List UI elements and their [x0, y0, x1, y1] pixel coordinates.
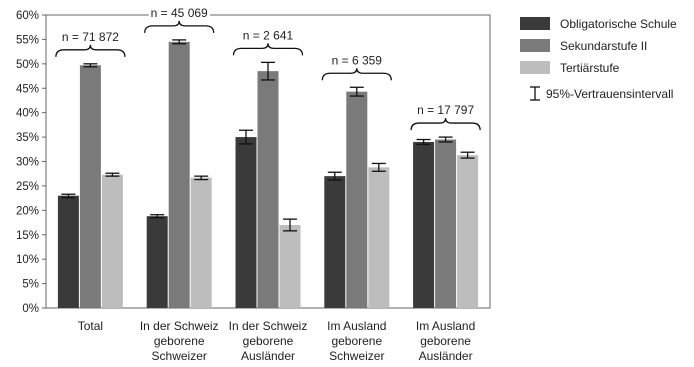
n-label: n = 6 359 — [332, 53, 383, 67]
n-label-background — [240, 28, 296, 43]
bar — [235, 137, 257, 308]
y-tick-label: 20% — [16, 205, 39, 217]
bar — [435, 139, 457, 308]
bar — [101, 174, 123, 308]
n-label: n = 71 872 — [62, 30, 119, 44]
x-category-label: Ausländer — [241, 349, 295, 363]
n-brace — [321, 68, 392, 81]
n-label: n = 17 797 — [417, 103, 474, 117]
bar — [324, 176, 346, 308]
x-category-label: In der Schweiz — [140, 319, 219, 333]
n-annotations: n = 71 872 n = 45 069 n = 2 641 n = 6 359 n … — [55, 5, 481, 131]
n-label-background — [148, 5, 211, 20]
bar — [413, 141, 435, 308]
bar — [146, 216, 168, 308]
x-category-label: Im Ausland — [327, 319, 386, 333]
legend-ci-label: 95%-Vertrauensintervall — [546, 87, 673, 101]
error-bars — [61, 39, 475, 232]
legend: Obligatorische Schule Sekundarstufe II Ter… — [520, 17, 677, 101]
y-tick-label: 50% — [16, 59, 39, 71]
bar — [168, 41, 190, 308]
bar — [346, 91, 368, 308]
bar — [279, 224, 301, 308]
y-tick-label: 5% — [22, 279, 39, 291]
y-tick-label: 45% — [16, 83, 39, 95]
bar-groups — [57, 41, 479, 309]
x-category-label: Total — [78, 319, 103, 333]
x-category-label: Im Ausland — [416, 319, 475, 333]
n-label: n = 2 641 — [243, 28, 294, 42]
x-category-label: geborene — [420, 334, 471, 348]
legend-swatch — [520, 39, 550, 52]
x-category-label: Schweizer — [152, 349, 207, 363]
n-brace — [410, 118, 481, 131]
bar — [190, 177, 212, 308]
x-category-label: geborene — [154, 334, 205, 348]
n-brace — [232, 43, 304, 56]
x-category-label: Ausländer — [419, 349, 473, 363]
n-label-background — [329, 53, 385, 68]
bar — [257, 71, 279, 309]
y-tick-label: 35% — [16, 132, 39, 144]
x-category-label: In der Schweiz — [229, 319, 308, 333]
bar — [57, 195, 79, 308]
y-tick-label: 30% — [16, 157, 39, 169]
bar — [368, 167, 390, 308]
x-category-label: geborene — [243, 334, 294, 348]
n-brace — [55, 44, 126, 57]
n-label: n = 45 069 — [151, 6, 208, 20]
n-label-background — [59, 29, 122, 44]
n-brace — [144, 20, 215, 33]
y-axis: 0% 5% 10% 15% 20% 25% 30% 35% 40% 45% 50% 55% 60% — [16, 10, 46, 315]
legend-label: Obligatorische Schule — [560, 17, 677, 31]
legend-swatch — [520, 17, 550, 30]
y-tick-label: 10% — [16, 254, 39, 266]
legend-label: Sekundarstufe II — [560, 39, 647, 53]
x-category-label: Schweizer — [329, 349, 384, 363]
y-tick-label: 0% — [22, 303, 39, 315]
y-tick-label: 60% — [16, 10, 39, 22]
bar — [79, 65, 101, 308]
y-tick-label: 25% — [16, 181, 39, 193]
bar — [457, 155, 479, 308]
legend-swatch — [520, 61, 550, 74]
y-tick-label: 40% — [16, 108, 39, 120]
y-tick-label: 15% — [16, 230, 39, 242]
y-tick-label: 55% — [16, 34, 39, 46]
n-label-background — [415, 103, 477, 118]
x-category-label: geborene — [331, 334, 382, 348]
legend-label: Tertiärstufe — [560, 61, 620, 75]
